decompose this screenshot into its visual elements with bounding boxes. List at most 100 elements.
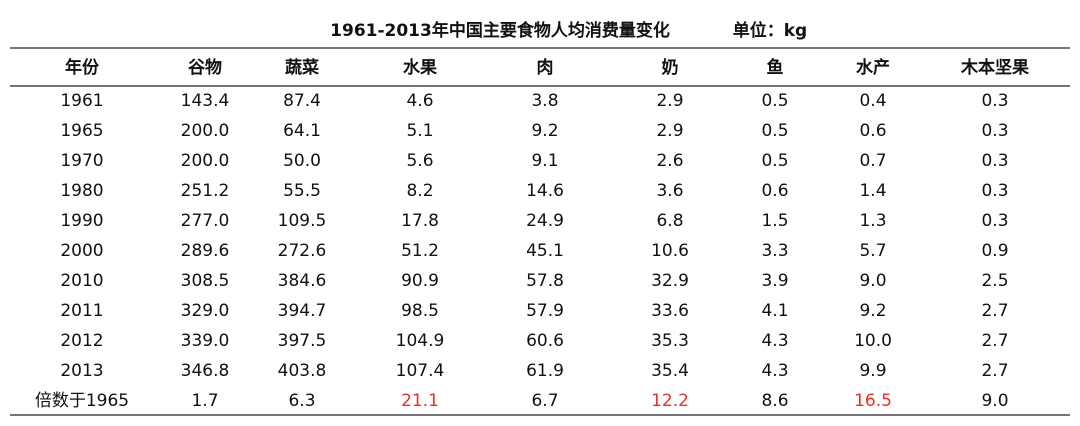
cell: 9.2 — [531, 121, 558, 141]
cell: 4.3 — [761, 331, 788, 351]
cell: 200.0 — [181, 151, 230, 171]
column-header: 奶 — [662, 57, 679, 78]
column-header: 木本坚果 — [960, 57, 1029, 78]
cell: 50.0 — [283, 151, 321, 171]
cell: 0.3 — [981, 91, 1008, 111]
unit: 单位：kg — [733, 20, 807, 41]
cell: 397.5 — [278, 331, 327, 351]
column-header: 谷物 — [188, 57, 222, 78]
cell: 0.6 — [761, 181, 788, 201]
row-label: 1980 — [60, 181, 103, 201]
cell: 87.4 — [283, 91, 321, 111]
cell: 2.9 — [656, 91, 683, 111]
cell: 277.0 — [181, 211, 230, 231]
cell: 57.8 — [526, 271, 564, 291]
cell: 6.3 — [288, 391, 315, 411]
cell: 14.6 — [526, 181, 564, 201]
cell: 17.8 — [401, 211, 439, 231]
cell: 2.7 — [981, 361, 1008, 381]
cell: 329.0 — [181, 301, 230, 321]
cell: 61.9 — [526, 361, 564, 381]
cell: 1.7 — [191, 391, 218, 411]
column-header: 鱼 — [767, 57, 784, 78]
column-header: 肉 — [537, 57, 554, 78]
cell: 0.3 — [981, 211, 1008, 231]
cell: 339.0 — [181, 331, 230, 351]
cell: 2.6 — [656, 151, 683, 171]
cell: 143.4 — [181, 91, 230, 111]
cell: 24.9 — [526, 211, 564, 231]
cell: 272.6 — [278, 241, 327, 261]
row-label: 2013 — [60, 361, 103, 381]
cell: 8.2 — [406, 181, 433, 201]
cell: 0.5 — [761, 91, 788, 111]
cell: 0.9 — [981, 241, 1008, 261]
cell: 35.4 — [651, 361, 689, 381]
cell: 0.3 — [981, 181, 1008, 201]
cell: 10.0 — [854, 331, 892, 351]
cell: 3.6 — [656, 181, 683, 201]
cell: 64.1 — [283, 121, 321, 141]
cell: 9.1 — [531, 151, 558, 171]
cell: 104.9 — [396, 331, 445, 351]
row-label: 1970 — [60, 151, 103, 171]
cell: 35.3 — [651, 331, 689, 351]
cell: 1.4 — [859, 181, 886, 201]
cell: 403.8 — [278, 361, 327, 381]
cell: 200.0 — [181, 121, 230, 141]
cell: 10.6 — [651, 241, 689, 261]
cell: 5.1 — [406, 121, 433, 141]
cell: 5.6 — [406, 151, 433, 171]
row-label: 1965 — [60, 121, 103, 141]
cell: 9.2 — [859, 301, 886, 321]
cell: 308.5 — [181, 271, 230, 291]
row-label: 1961 — [60, 91, 103, 111]
cell: 2.5 — [981, 271, 1008, 291]
cell: 0.5 — [761, 121, 788, 141]
cell: 2.7 — [981, 331, 1008, 351]
cell: 90.9 — [401, 271, 439, 291]
cell: 6.8 — [656, 211, 683, 231]
cell: 1.3 — [859, 211, 886, 231]
cell: 98.5 — [401, 301, 439, 321]
cell: 2.9 — [656, 121, 683, 141]
cell: 3.8 — [531, 91, 558, 111]
cell: 33.6 — [651, 301, 689, 321]
cell: 16.5 — [854, 391, 892, 411]
cell: 45.1 — [526, 241, 564, 261]
cell: 6.7 — [531, 391, 558, 411]
cell: 3.9 — [761, 271, 788, 291]
cell: 51.2 — [401, 241, 439, 261]
cell: 4.6 — [406, 91, 433, 111]
cell: 4.3 — [761, 361, 788, 381]
row-label: 2010 — [60, 271, 103, 291]
cell: 12.2 — [651, 391, 689, 411]
column-header: 水产 — [856, 57, 890, 78]
cell: 4.1 — [761, 301, 788, 321]
title: 1961-2013年中国主要食物人均消费量变化 — [330, 20, 670, 41]
cell: 8.6 — [761, 391, 788, 411]
cell: 0.5 — [761, 151, 788, 171]
column-header: 蔬菜 — [285, 58, 320, 78]
row-label: 2012 — [60, 331, 103, 351]
row-label: 2000 — [60, 241, 103, 261]
cell: 384.6 — [278, 271, 327, 291]
column-header: 水果 — [403, 57, 437, 78]
cell: 251.2 — [181, 181, 230, 201]
cell: 0.4 — [859, 91, 886, 111]
cell: 394.7 — [278, 301, 327, 321]
cell: 57.9 — [526, 301, 564, 321]
cell: 107.4 — [396, 361, 445, 381]
row-label: 1990 — [60, 211, 103, 231]
cell: 0.6 — [859, 121, 886, 141]
cell: 60.6 — [526, 331, 564, 351]
cell: 9.9 — [859, 361, 886, 381]
cell: 0.3 — [981, 151, 1008, 171]
cell: 55.5 — [283, 181, 321, 201]
row-label: 2011 — [60, 301, 103, 321]
cell: 346.8 — [181, 361, 230, 381]
cell: 0.7 — [859, 151, 886, 171]
row-label: 倍数于1965 — [35, 391, 129, 411]
